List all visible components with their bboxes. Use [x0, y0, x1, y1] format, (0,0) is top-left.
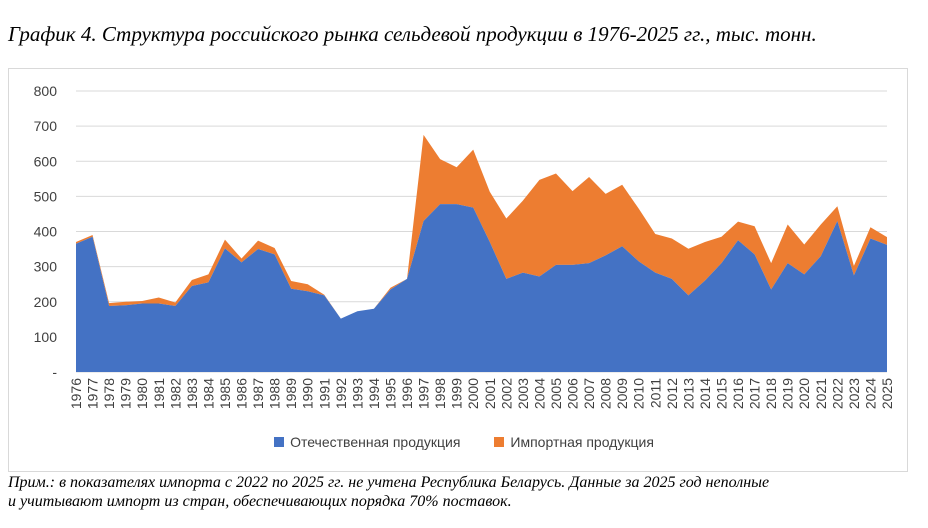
x-tick-label: 2012: [664, 378, 680, 409]
x-tick-label: 1988: [267, 378, 283, 409]
x-tick-label: 1983: [184, 378, 200, 409]
footnote-line-1: Прим.: в показателях импорта с 2022 по 2…: [8, 474, 770, 491]
legend-item-domestic: Отечественная продукция: [274, 434, 460, 450]
x-tick-label: 2020: [796, 378, 812, 409]
x-tick-label: 1986: [234, 378, 250, 409]
x-tick-label: 2004: [531, 378, 547, 409]
stacked-area-chart: - 100 200 300 400 500 600 700 800 1976 1977 1978 197…: [34, 83, 895, 409]
chart-legend: Отечественная продукция Импортная продук…: [0, 434, 928, 450]
x-tick-label: 1985: [217, 378, 233, 409]
x-tick-label: 1989: [283, 378, 299, 409]
x-tick-label: 2016: [730, 378, 746, 409]
x-tick-label: 1978: [101, 378, 117, 409]
legend-label-domestic: Отечественная продукция: [290, 434, 461, 450]
x-tick-label: 2019: [780, 378, 796, 409]
x-tick-label: 2003: [515, 378, 531, 409]
y-tick-label: 300: [34, 259, 58, 275]
x-tick-label: 1991: [316, 378, 332, 409]
chart-caption: График 4. Структура российского рынка се…: [8, 22, 817, 46]
x-tick-label: 2018: [763, 378, 779, 409]
y-tick-label: 500: [34, 188, 58, 204]
x-tick-label: 2021: [813, 378, 829, 409]
y-tick-label: 800: [34, 83, 58, 99]
y-tick-label: 600: [34, 153, 58, 169]
series-area-import: [76, 134, 887, 319]
x-tick-label: 2001: [482, 378, 498, 409]
legend-item-import: Импортная продукция: [494, 434, 654, 450]
x-tick-label: 2022: [829, 378, 845, 409]
x-tick-label: 2013: [680, 378, 696, 409]
x-tick-label: 1981: [151, 378, 167, 409]
chart-area: - 100 200 300 400 500 600 700 800 1976 1977 1978 197…: [8, 68, 908, 472]
x-tick-label: 1998: [432, 378, 448, 409]
x-tick-label: 1995: [382, 378, 398, 409]
x-tick-label: 1999: [449, 378, 465, 409]
y-tick-label: 200: [34, 294, 58, 310]
x-tick-label: 2011: [647, 378, 663, 408]
x-tick-label: 2024: [862, 378, 878, 409]
x-tick-label: 1984: [200, 378, 216, 409]
x-tick-label: 2002: [498, 378, 514, 409]
x-tick-label: 1996: [399, 378, 415, 409]
x-tick-label: 1994: [366, 378, 382, 409]
x-tick-label: 2010: [631, 378, 647, 409]
x-tick-label: 2015: [713, 378, 729, 409]
x-tick-label: 1990: [300, 378, 316, 409]
x-tick-label: 2017: [747, 378, 763, 409]
y-tick-label: 100: [34, 329, 58, 345]
x-tick-label: 1997: [416, 378, 432, 409]
x-tick-label: 2006: [565, 378, 581, 409]
x-tick-label: 2000: [465, 378, 481, 409]
y-tick-label: 400: [34, 224, 58, 240]
x-tick-label: 1979: [118, 378, 134, 409]
x-tick-label: 2008: [598, 378, 614, 409]
legend-swatch-import: [494, 437, 505, 447]
x-tick-label: 1987: [250, 378, 266, 409]
x-tick-label: 2009: [614, 378, 630, 409]
x-tick-label: 1993: [349, 378, 365, 409]
x-tick-label: 2014: [697, 378, 713, 409]
legend-swatch-domestic: [274, 437, 285, 447]
legend-label-import: Импортная продукция: [510, 434, 654, 450]
x-tick-label: 2025: [879, 378, 895, 409]
x-tick-label: 2007: [581, 378, 597, 409]
x-tick-label: 2005: [548, 378, 564, 409]
y-tick-label: -: [52, 364, 57, 380]
footnote: Прим.: в показателях импорта с 2022 по 2…: [8, 473, 920, 511]
footnote-line-2: и учитывают импорт из стран, обеспечиваю…: [8, 493, 512, 510]
x-tick-label: 1992: [333, 378, 349, 409]
x-tick-label: 2023: [846, 378, 862, 409]
x-tick-label: 1976: [68, 378, 84, 409]
x-tick-label: 1980: [134, 378, 150, 409]
y-tick-label: 700: [34, 118, 58, 134]
series-area-domestic: [76, 204, 887, 372]
x-tick-label: 1982: [167, 378, 183, 409]
x-tick-label: 1977: [85, 378, 101, 409]
